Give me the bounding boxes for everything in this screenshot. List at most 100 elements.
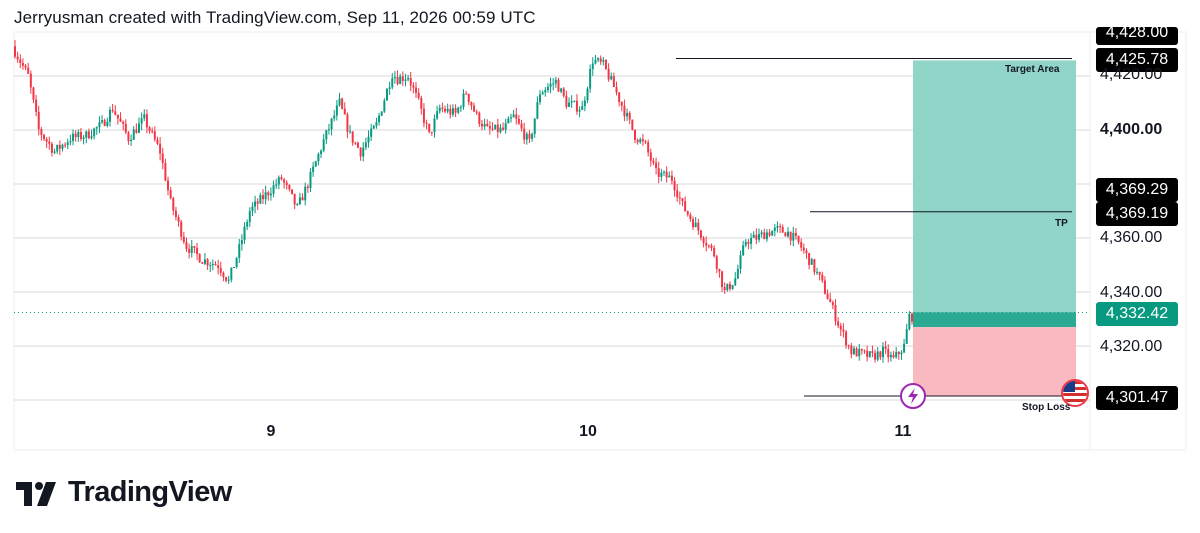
candle-body (251, 206, 254, 212)
candle-body (610, 76, 613, 80)
candle-body (842, 329, 845, 332)
candle-body (21, 62, 24, 66)
candle (127, 131, 130, 145)
candle (881, 342, 884, 363)
candle-body (797, 235, 800, 243)
candle (802, 243, 805, 254)
candle (103, 118, 106, 127)
candle (610, 72, 613, 81)
candle-body (114, 111, 117, 115)
lightning-bolt-icon[interactable] (900, 383, 926, 409)
candle (269, 187, 272, 201)
candle (852, 346, 855, 355)
candle-body (180, 221, 183, 237)
candle (66, 138, 69, 150)
candle-body (816, 271, 819, 273)
candle-body (633, 129, 636, 140)
candle-body (37, 111, 40, 130)
candle (879, 350, 882, 361)
candle-body (145, 114, 148, 128)
candle-body (802, 247, 805, 251)
candle-body (652, 160, 655, 163)
candle (174, 206, 177, 221)
candle (275, 178, 278, 190)
candle-body (860, 348, 863, 351)
candle-body (509, 117, 512, 119)
candle-body (72, 133, 75, 141)
candle (808, 252, 811, 270)
candle (356, 141, 359, 149)
candle (330, 117, 333, 136)
candle (93, 127, 96, 140)
candle (800, 238, 803, 252)
us-flag-icon[interactable] (1061, 379, 1089, 407)
candle-body (589, 69, 592, 89)
candle-body (124, 123, 127, 133)
candle-body (185, 242, 188, 249)
candle-body (167, 180, 170, 191)
candle (111, 103, 114, 113)
candle-body (578, 109, 581, 112)
candle-body (425, 122, 428, 124)
candle-body (235, 257, 238, 268)
candle (488, 121, 491, 135)
candle (663, 170, 666, 176)
candle-body (721, 271, 724, 288)
tradingview-logo[interactable]: TradingView (16, 476, 232, 509)
candle (866, 345, 869, 362)
candle-body (776, 226, 779, 228)
candle-body (201, 262, 204, 264)
candle-body (130, 139, 133, 142)
candle-body (61, 144, 64, 149)
candle-body (64, 144, 67, 146)
candle (451, 104, 454, 117)
candle (768, 229, 771, 237)
candle (27, 62, 30, 75)
candle (739, 250, 742, 274)
candle (573, 100, 576, 103)
candle (657, 161, 660, 184)
candle (293, 193, 296, 210)
tradingview-logo-icon (16, 481, 56, 506)
candle (631, 119, 634, 131)
candle-body (359, 147, 362, 157)
candle (130, 134, 133, 146)
plot-frame (13, 31, 1187, 451)
candle-body (267, 192, 270, 196)
candle (599, 55, 602, 65)
candle (903, 338, 906, 354)
y-tick-label: 4,320.00 (1100, 338, 1163, 355)
candle-body (106, 121, 109, 126)
candle-body (565, 95, 568, 107)
candle-body (277, 177, 280, 185)
candle-body (731, 285, 734, 289)
candle (670, 170, 673, 185)
candle (312, 161, 315, 177)
candle-body (53, 151, 56, 153)
candle (834, 299, 837, 326)
candle-body (823, 280, 826, 294)
candle (140, 112, 143, 131)
candle-body (892, 355, 895, 358)
candle-body (188, 248, 191, 253)
candle-body (813, 259, 816, 273)
candle (702, 236, 705, 248)
candle (839, 322, 842, 337)
candle-body (77, 132, 80, 138)
candle (615, 81, 618, 96)
candle-body (246, 222, 249, 227)
candle (335, 100, 338, 121)
target-zone (913, 60, 1076, 328)
candle-body (866, 350, 869, 357)
candle-body (122, 121, 125, 124)
candle-body (750, 237, 753, 244)
candle (531, 132, 534, 142)
candle-body (196, 247, 199, 255)
candle-body (586, 88, 589, 101)
candle (895, 347, 898, 359)
candle (90, 129, 93, 140)
candle-body (446, 108, 449, 112)
candle (291, 189, 294, 195)
candle-body (50, 143, 53, 153)
